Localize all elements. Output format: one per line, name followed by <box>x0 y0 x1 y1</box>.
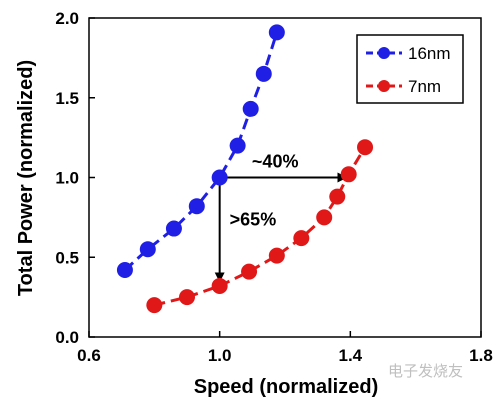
data-point <box>139 241 156 258</box>
legend: 16nm 7nm <box>356 34 464 104</box>
x-tick-label: 1.8 <box>469 346 493 365</box>
annotation-power-reduction: >65% <box>230 209 277 229</box>
annotation-speed-gain: ~40% <box>252 152 299 172</box>
data-point <box>116 262 133 279</box>
data-point <box>165 220 182 237</box>
series-line <box>153 146 367 307</box>
data-point <box>293 230 310 247</box>
data-point <box>211 169 228 186</box>
legend-label: 7nm <box>408 77 441 96</box>
data-point <box>229 137 246 154</box>
y-tick-label: 0.5 <box>55 248 79 267</box>
watermark-text: 电子发烧友 <box>388 362 463 380</box>
legend-label: 16nm <box>408 44 451 63</box>
series-16nm <box>116 24 285 279</box>
data-point <box>268 247 285 264</box>
data-point <box>242 100 259 117</box>
y-tick-label: 1.5 <box>55 89 79 108</box>
series-7nm <box>146 139 374 314</box>
data-point <box>188 198 205 215</box>
data-point <box>340 166 357 183</box>
data-point <box>357 139 374 156</box>
data-point <box>316 209 333 226</box>
data-point <box>241 263 258 280</box>
y-tick-label: 1.0 <box>55 169 79 188</box>
data-point <box>146 297 163 314</box>
x-tick-label: 1.4 <box>339 346 363 365</box>
legend-marker <box>378 47 390 59</box>
series-line <box>123 31 279 272</box>
data-point <box>211 277 228 294</box>
data-point <box>329 188 346 205</box>
series-layer <box>116 24 374 314</box>
data-point <box>255 65 272 82</box>
x-tick-label: 1.0 <box>208 346 232 365</box>
y-tick-label: 2.0 <box>55 9 79 28</box>
axis-ticks: 0.6 1.0 1.4 1.8 0.0 0.5 1.0 1.5 2.0 <box>55 9 492 365</box>
x-tick-label: 0.6 <box>77 346 101 365</box>
data-point <box>268 24 285 41</box>
annotations: ~40% >65% <box>214 152 348 283</box>
y-axis-title: Total Power (normalized) <box>15 60 37 296</box>
legend-marker <box>378 80 390 92</box>
y-tick-label: 0.0 <box>55 328 79 347</box>
x-axis-title: Speed (normalized) <box>194 376 378 398</box>
legend-box <box>356 34 464 104</box>
data-point <box>179 289 195 306</box>
